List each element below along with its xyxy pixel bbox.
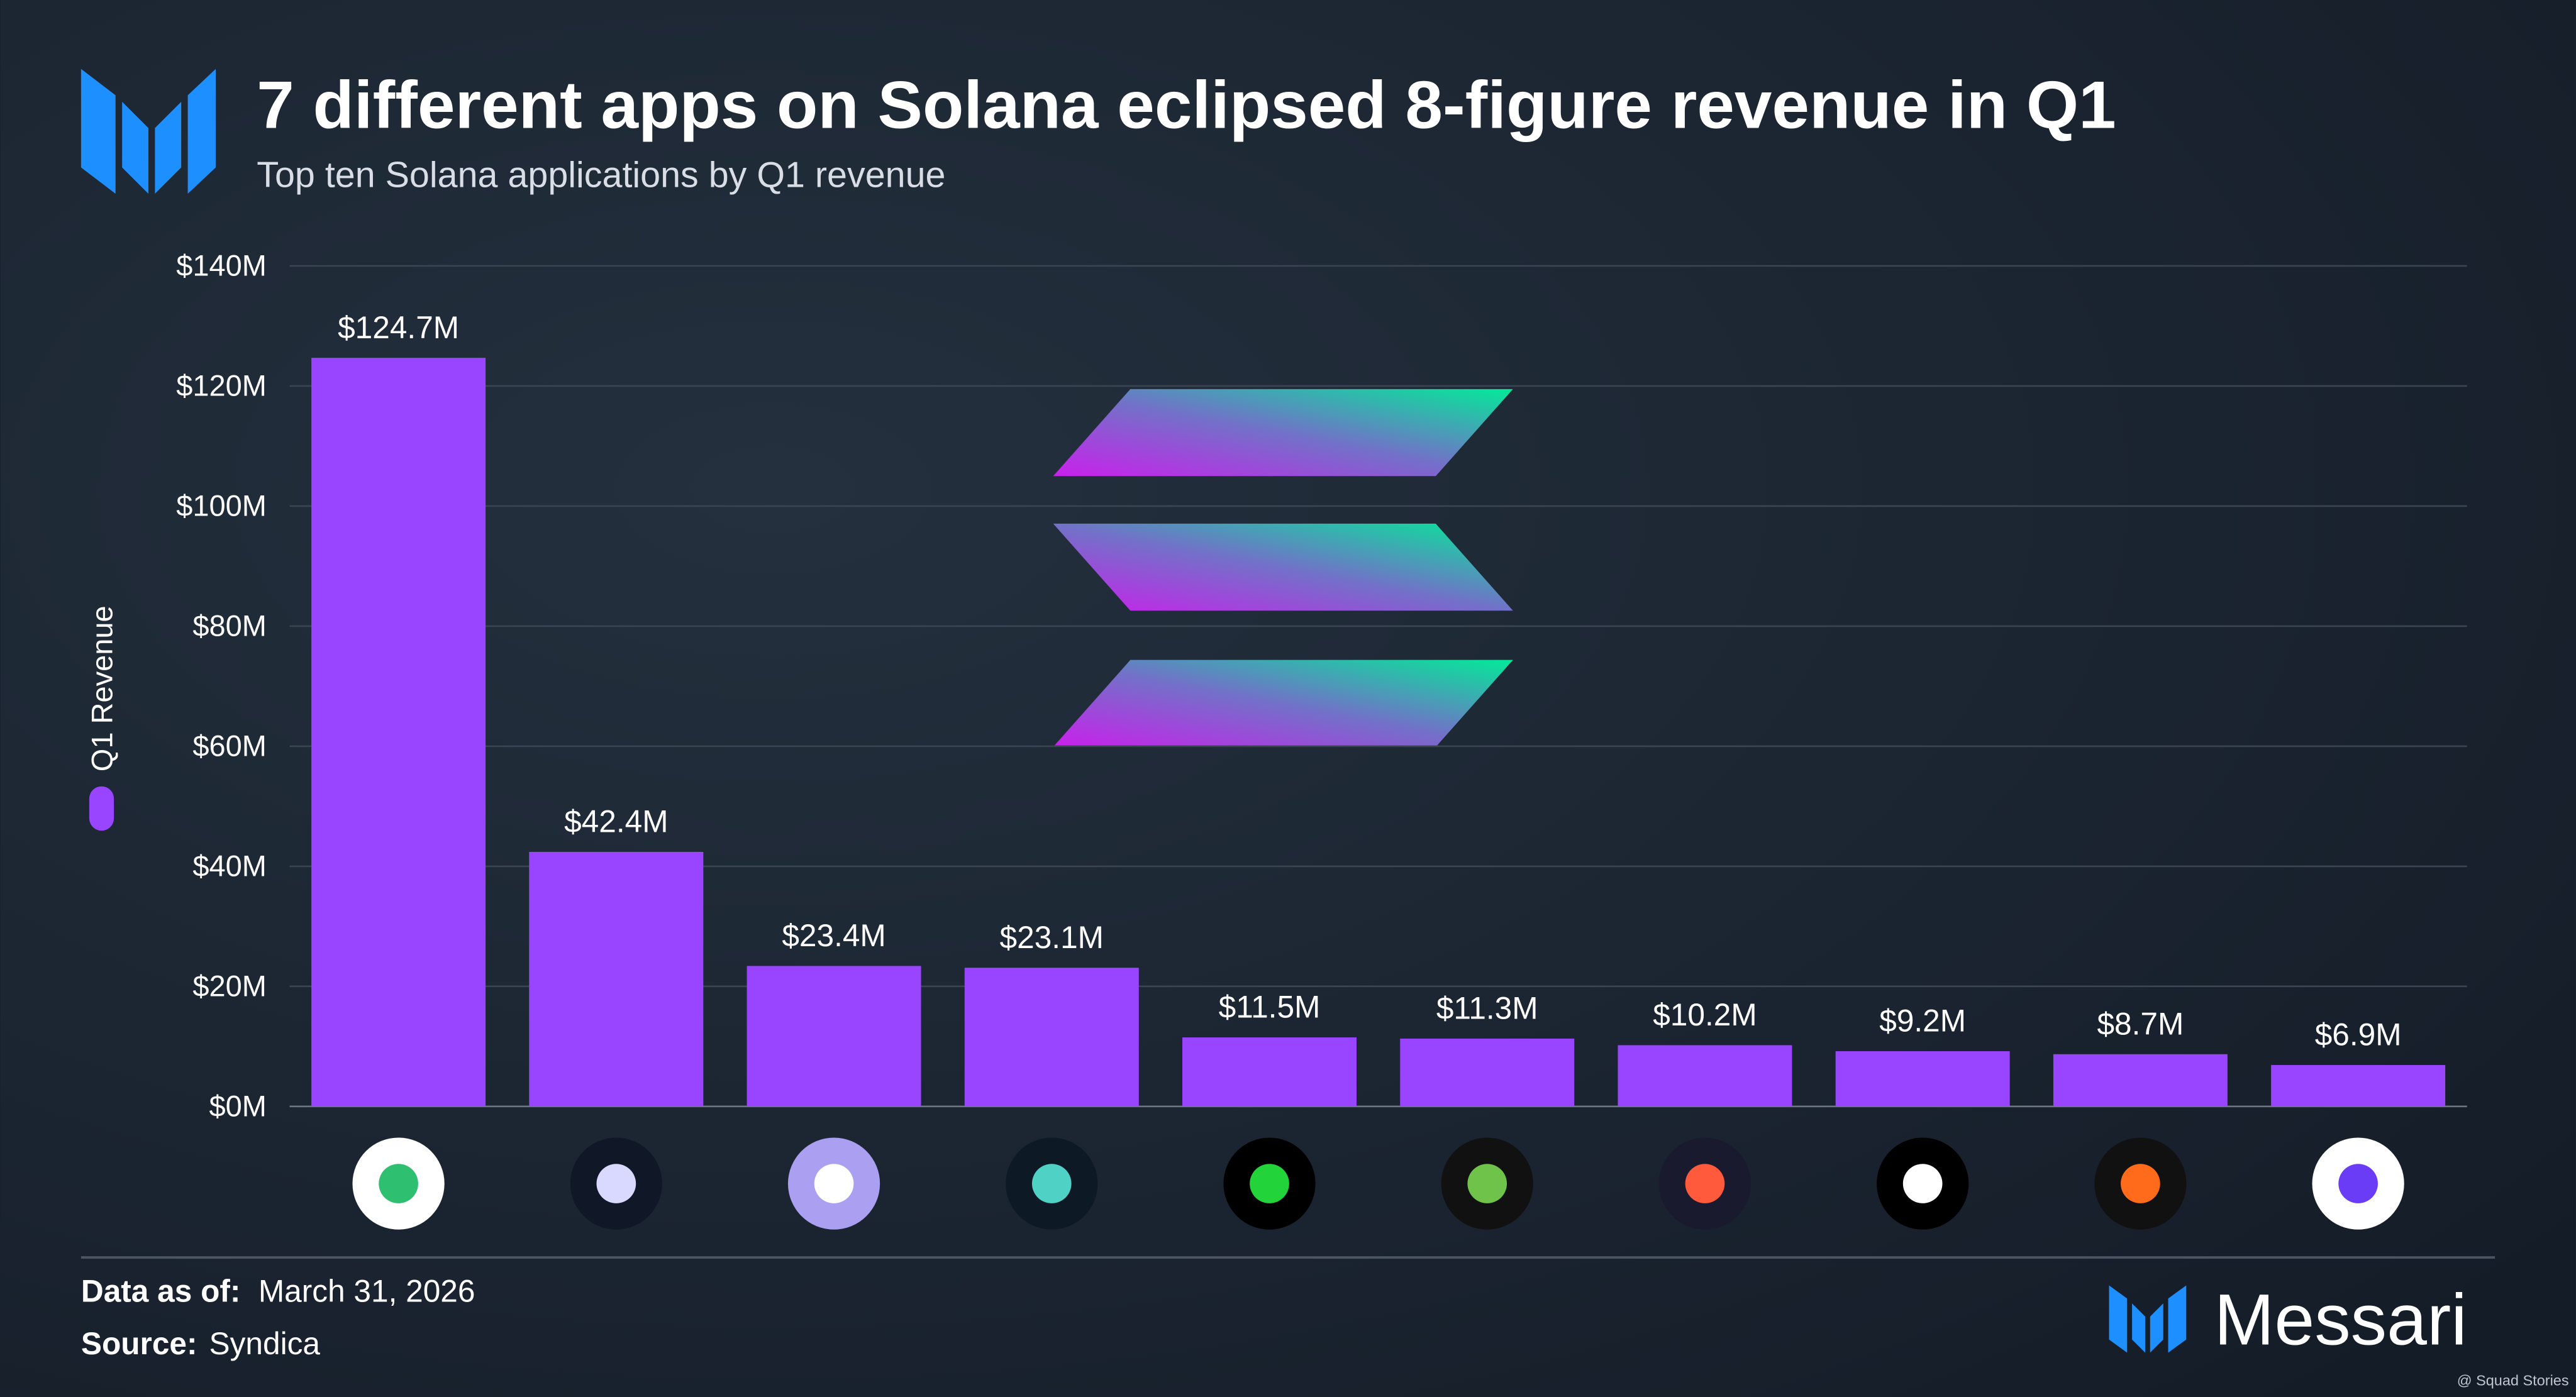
y-tick-label: $120M: [176, 369, 267, 402]
bar: [2271, 1064, 2446, 1107]
value-label: $6.9M: [2315, 1017, 2402, 1052]
bar: [747, 966, 921, 1107]
y-tick-label: $60M: [192, 729, 267, 763]
value-label: $9.2M: [1879, 1003, 1966, 1039]
bar: [1400, 1038, 1575, 1107]
watermark: @ Squad Stories: [2457, 1372, 2569, 1389]
brand-logo: [2109, 1285, 2187, 1353]
legend-label: Q1 Revenue: [85, 605, 118, 771]
date: March 31, 2026: [258, 1274, 475, 1309]
solana-logo: [1053, 389, 1513, 748]
bar: [1182, 1037, 1357, 1107]
chart-subtitle: Top ten Solana applications by Q1 revenu…: [257, 155, 945, 196]
bar: [311, 358, 486, 1107]
y-tick-label: $80M: [192, 609, 267, 643]
value-label: $23.1M: [1000, 920, 1104, 955]
legend: Q1 Revenue: [85, 605, 118, 831]
source: Syndica: [209, 1326, 321, 1361]
chart-title: 7 different apps on Solana eclipsed 8-fi…: [257, 67, 2116, 143]
app-icon-glyph: [1902, 1164, 1943, 1203]
app-icon-glyph: [1685, 1164, 1725, 1203]
brand: Messari: [2214, 1279, 2467, 1360]
y-tick-label: $0M: [209, 1090, 267, 1123]
y-tick-label: $20M: [192, 969, 267, 1003]
value-label: $8.7M: [2097, 1006, 2184, 1041]
app-icon-glyph: [1250, 1164, 1289, 1203]
app-icon-glyph: [379, 1164, 418, 1203]
app-icon-glyph: [596, 1164, 636, 1203]
y-tick-label: $140M: [176, 249, 267, 282]
logo: [80, 69, 216, 194]
app-icon-glyph: [1467, 1164, 1507, 1203]
y-tick-label: $40M: [192, 849, 267, 883]
app-icon-glyph: [2338, 1164, 2378, 1203]
value-label: $124.7M: [338, 310, 459, 345]
app-icon-glyph: [1031, 1164, 1072, 1203]
bar: [964, 968, 1139, 1107]
legend-swatch: [89, 786, 114, 831]
bar: [1618, 1045, 1792, 1107]
app-icon-glyph: [814, 1164, 854, 1203]
y-tick-label: $100M: [176, 489, 267, 522]
value-label: $10.2M: [1653, 997, 1757, 1032]
value-label: $11.5M: [1219, 990, 1321, 1025]
source-label: Source:: [81, 1326, 197, 1361]
value-label: $11.3M: [1436, 991, 1538, 1026]
bar: [529, 851, 704, 1107]
bar: [2053, 1054, 2228, 1107]
value-label: $42.4M: [564, 804, 668, 839]
value-label: $23.4M: [782, 918, 886, 953]
app-icon-glyph: [2121, 1164, 2160, 1203]
bar: [1835, 1051, 2010, 1107]
date-label: Data as of:: [81, 1274, 241, 1309]
